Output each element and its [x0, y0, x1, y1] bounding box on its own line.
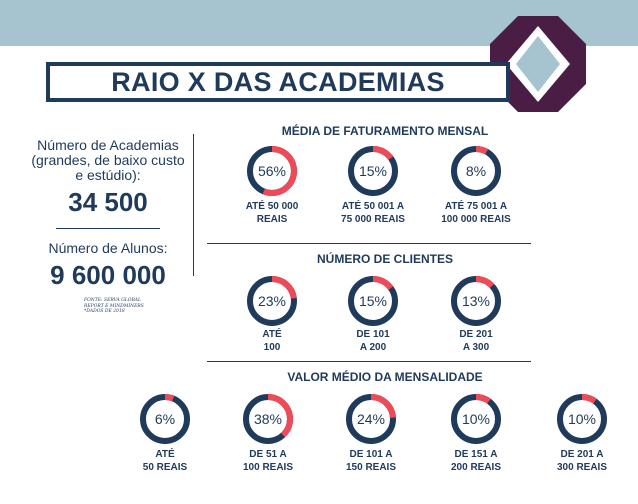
faturamento-pct-label-2: 15% — [358, 163, 388, 179]
clientes-pct-label-2: 15% — [358, 293, 388, 309]
clientes-caption-1: ATÉ 100 — [222, 328, 322, 354]
mensalidade-pct-label-2: 38% — [253, 411, 283, 427]
ring-value-arc — [451, 146, 501, 196]
mensalidade-pct-label-5: 10% — [567, 411, 597, 427]
divider-2 — [207, 361, 531, 362]
caption-line-2: 100 000 REAIS — [441, 214, 511, 225]
mensalidade-title: VALOR MÉDIO DA MENSALIDADE — [287, 370, 483, 384]
stats-divider — [56, 228, 160, 229]
academias-value: 34 500 — [68, 187, 148, 217]
caption-line-1: DE 151 A — [454, 449, 498, 460]
mensalidade-caption-4: DE 151 A 200 REAIS — [426, 448, 526, 474]
caption-line-1: ATÉ 75 001 A — [444, 201, 508, 212]
mensalidade-ring-1: 6% — [138, 392, 192, 446]
mensalidade-caption-1: ATÉ 50 REAIS — [115, 448, 215, 474]
mensalidade-pct-label-4: 10% — [461, 411, 491, 427]
caption-line-1: DE 201 A — [560, 449, 604, 460]
faturamento-title: MÉDIA DE FATURAMENTO MENSAL — [281, 124, 489, 138]
mensalidade-ring-4: 10% — [449, 392, 503, 446]
source-line-1: FONTE: SERVA GLOBAL — [84, 298, 142, 303]
caption-line-2: 50 REAIS — [142, 462, 188, 473]
mensalidade-caption-5: DE 201 A 300 REAIS — [532, 448, 632, 474]
source-line-2: REPORT E MINDMINERS — [84, 303, 144, 309]
caption-line-2: REAIS — [256, 214, 288, 225]
ring-value-arc — [348, 146, 398, 196]
caption-line-1: ATÉ 50 000 — [245, 201, 299, 212]
ring-value-arc — [557, 394, 607, 444]
ring-value-arc — [247, 276, 297, 326]
column-divider — [193, 134, 194, 276]
caption-line-2: 300 REAIS — [556, 462, 608, 473]
faturamento-ring-2: 15% — [346, 144, 400, 198]
caption-line-2: A 300 — [462, 342, 490, 353]
caption-line-2: 200 REAIS — [450, 462, 502, 473]
caption-line-1: ATÉ — [155, 449, 175, 460]
faturamento-ring-3: 8% — [449, 144, 503, 198]
octagon-emblem — [490, 16, 586, 112]
mensalidade-caption-2: DE 51 A 100 REAIS — [218, 448, 318, 474]
caption-line-2: 75 000 REAIS — [341, 214, 405, 225]
faturamento-pct-label-3: 8% — [465, 163, 487, 179]
caption-line-2: 100 — [263, 342, 281, 353]
caption-line-2: 150 REAIS — [345, 462, 397, 473]
stats-column: Número de Academias (grandes, de baixo c… — [30, 138, 186, 291]
divider-1 — [207, 243, 531, 244]
clientes-title: NÚMERO DE CLIENTES — [316, 252, 453, 266]
caption-line-2: A 200 — [359, 342, 387, 353]
clientes-caption-3: DE 201 A 300 — [426, 328, 526, 354]
faturamento-caption-1: ATÉ 50 000 REAIS — [222, 200, 322, 226]
clientes-pct-label-3: 13% — [461, 293, 491, 309]
clientes-ring-3: 13% — [449, 274, 503, 328]
alunos-value: 9 600 000 — [50, 260, 166, 290]
clientes-pct-label-1: 23% — [257, 293, 287, 309]
clientes-ring-1: 23% — [245, 274, 299, 328]
faturamento-ring-1: 56% — [245, 144, 299, 198]
ring-value-arc — [451, 394, 501, 444]
caption-line-1: DE 51 A — [249, 449, 287, 460]
faturamento-pct-label-1: 56% — [257, 163, 287, 179]
page-title: RAIO X DAS ACADEMIAS — [111, 66, 445, 97]
mensalidade-pct-label-1: 6% — [154, 411, 176, 427]
caption-line-1: DE 201 — [459, 329, 493, 340]
mensalidade-caption-3: DE 101 A 150 REAIS — [321, 448, 421, 474]
ring-value-arc — [243, 394, 293, 444]
faturamento-caption-3: ATÉ 75 001 A 100 000 REAIS — [426, 200, 526, 226]
ring-value-arc — [451, 276, 501, 326]
ring-value-arc — [140, 394, 190, 444]
ring-value-arc — [247, 146, 297, 196]
caption-line-1: ATÉ 50 001 A — [341, 201, 405, 212]
title-box: RAIO X DAS ACADEMIAS — [46, 62, 510, 102]
mensalidade-ring-2: 38% — [241, 392, 295, 446]
source-line-3: *DADOS DE 2018 — [84, 309, 125, 314]
mensalidade-ring-5: 10% — [555, 392, 609, 446]
caption-line-1: DE 101 A — [349, 449, 393, 460]
clientes-ring-2: 15% — [346, 274, 400, 328]
clientes-caption-2: DE 101 A 200 — [323, 328, 423, 354]
caption-line-1: ATÉ — [262, 329, 282, 340]
ring-value-arc — [348, 276, 398, 326]
academias-label: Número de Academias (grandes, de baixo c… — [31, 137, 185, 183]
ring-value-arc — [346, 394, 396, 444]
mensalidade-pct-label-3: 24% — [356, 411, 386, 427]
alunos-label: Número de Alunos: — [48, 240, 168, 256]
mensalidade-ring-3: 24% — [344, 392, 398, 446]
faturamento-caption-2: ATÉ 50 001 A 75 000 REAIS — [323, 200, 423, 226]
source-note: FONTE: SERVA GLOBAL REPORT E MINDMINERS … — [84, 298, 164, 315]
caption-line-1: DE 101 — [356, 329, 390, 340]
caption-line-2: 100 REAIS — [242, 462, 294, 473]
